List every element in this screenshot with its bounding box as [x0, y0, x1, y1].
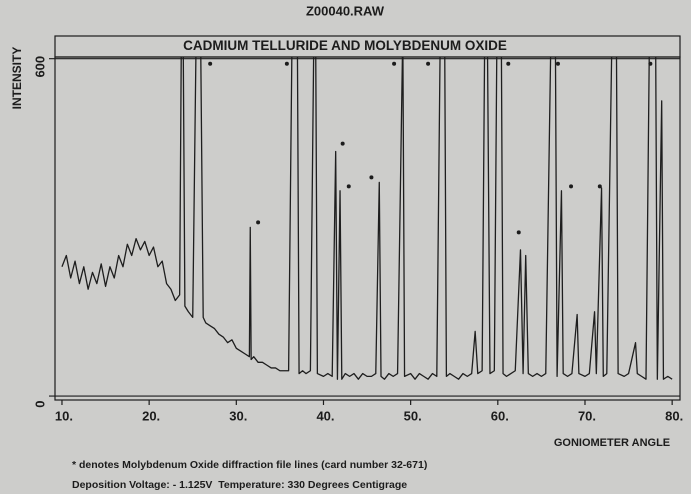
note: Deposition Voltage: - 1.125V Temperature…: [72, 479, 407, 491]
x-tick-label: 40.: [316, 408, 334, 423]
mo-oxide-marker: [516, 230, 521, 235]
x-tick-label: 50.: [404, 408, 422, 423]
x-tick-label: 30.: [229, 408, 247, 423]
mo-oxide-marker: [426, 61, 431, 66]
mo-oxide-marker: [284, 61, 289, 66]
mo-oxide-marker: [569, 184, 574, 189]
plot-area: [61, 57, 673, 380]
mo-oxide-marker: [340, 141, 345, 146]
mo-oxide-marker: [208, 61, 213, 66]
mo-oxide-marker: [369, 175, 374, 180]
mo-oxide-marker: [648, 61, 653, 66]
chart-title: Z00040.RAW: [306, 3, 385, 18]
y-axis-label: INTENSITY: [10, 47, 24, 110]
y-tick-label: 0: [32, 400, 47, 407]
mo-oxide-marker: [392, 61, 397, 66]
x-tick-label: 70.: [578, 408, 596, 423]
y-tick-label: 600: [32, 56, 47, 78]
x-axis-label: GONIOMETER ANGLE: [554, 437, 670, 449]
note: * denotes Molybdenum Oxide diffraction f…: [72, 459, 427, 471]
mo-oxide-marker: [346, 184, 351, 189]
x-tick-label: 80.: [665, 408, 683, 423]
chart-subtitle: CADMIUM TELLURIDE AND MOLYBDENUM OXIDE: [183, 38, 507, 53]
x-tick-label: 20.: [142, 408, 160, 423]
mo-oxide-marker: [597, 184, 602, 189]
mo-oxide-marker: [256, 220, 261, 225]
mo-oxide-marker: [506, 61, 511, 66]
plot-frame: [54, 56, 681, 401]
mo-oxide-marker: [555, 61, 560, 66]
x-tick-label: 10.: [55, 408, 73, 423]
intensity-trace: [61, 57, 673, 380]
x-tick-label: 60.: [491, 408, 509, 423]
